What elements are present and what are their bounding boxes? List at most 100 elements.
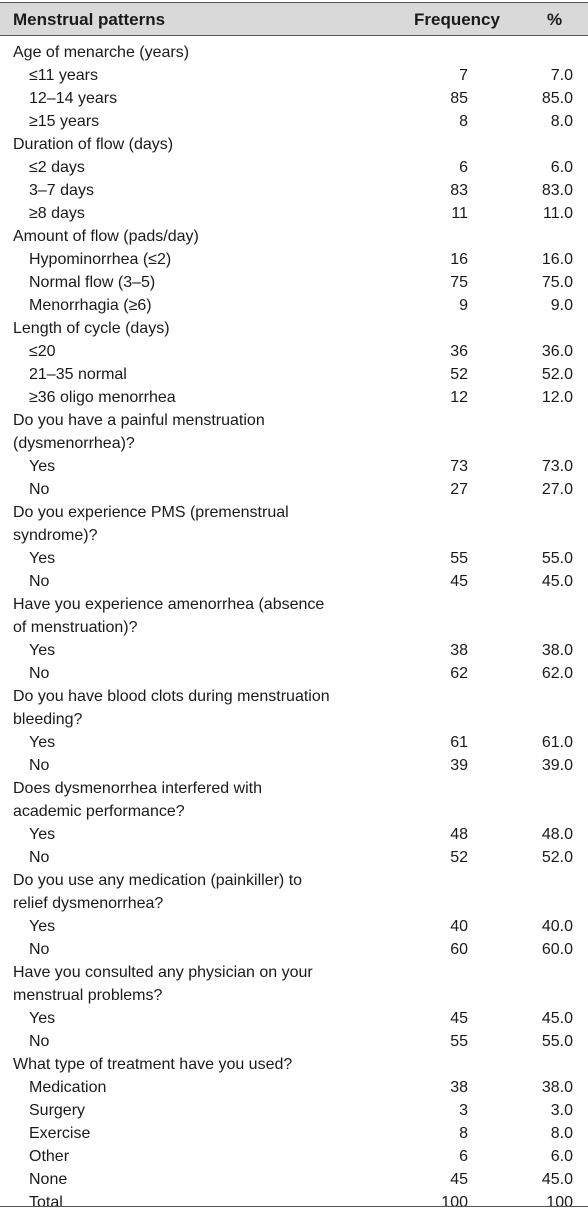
table-row: No 52 52.0 (0, 846, 588, 869)
table-row: Surgery 3 3.0 (0, 1099, 588, 1122)
row-label: Do you experience PMS (premenstrual synd… (13, 504, 289, 544)
row-label: 3–7 days (29, 182, 94, 199)
table-row: ≤2 days 6 6.0 (0, 156, 588, 179)
row-label: ≤20 (29, 343, 56, 360)
row-label: Duration of flow (days) (13, 136, 174, 153)
row-label: Other (29, 1148, 70, 1165)
row-frequency: 52 (450, 366, 468, 383)
table-row: Exercise 8 8.0 (0, 1122, 588, 1145)
row-label: 12–14 years (29, 90, 118, 107)
row-label: Hypominorrhea (≤2) (29, 251, 172, 268)
row-percent: 8.0 (550, 113, 573, 130)
table-row: 21–35 normal 52 52.0 (0, 363, 588, 386)
row-label: No (29, 941, 50, 958)
row-label: Exercise (29, 1125, 91, 1142)
row-percent: 52.0 (541, 366, 573, 383)
row-label: No (29, 573, 50, 590)
row-frequency: 8 (459, 1125, 468, 1142)
row-label: No (29, 665, 50, 682)
row-frequency: 8 (459, 113, 468, 130)
row-percent: 75.0 (541, 274, 573, 291)
category-row: Length of cycle (days) (0, 317, 588, 340)
row-frequency: 11 (451, 205, 468, 222)
row-label: Do you have blood clots during menstruat… (13, 688, 330, 728)
row-frequency: 62 (450, 665, 468, 682)
category-row: Do you have a painful menstruation (dysm… (0, 409, 588, 455)
row-percent: 16.0 (541, 251, 573, 268)
row-label: ≤11 years (29, 67, 98, 84)
category-row: Do you have blood clots during menstruat… (0, 685, 588, 731)
row-percent: 85.0 (541, 90, 573, 107)
row-frequency: 60 (450, 941, 468, 958)
row-percent: 11.0 (543, 205, 573, 222)
category-row: Amount of flow (pads/day) (0, 225, 588, 248)
row-label: Have you consulted any physician on your… (13, 964, 313, 1004)
row-label: Do you use any medication (painkiller) t… (13, 872, 303, 912)
row-frequency: 52 (450, 849, 468, 866)
row-percent: 38.0 (541, 1079, 573, 1096)
row-label: ≥36 oligo menorrhea (29, 389, 176, 406)
row-percent: 6.0 (550, 159, 573, 176)
row-label: Have you experience amenorrhea (absence … (13, 596, 325, 636)
table-row: Yes 55 55.0 (0, 547, 588, 570)
row-frequency: 40 (450, 918, 468, 935)
row-frequency: 73 (450, 458, 468, 475)
table-row: Yes 38 38.0 (0, 639, 588, 662)
header-frequency: Frequency (414, 10, 500, 29)
category-row: Duration of flow (days) (0, 133, 588, 156)
row-frequency: 6 (459, 1148, 468, 1165)
row-frequency: 7 (459, 67, 468, 84)
table-row: No 39 39.0 (0, 754, 588, 777)
table-row: ≥36 oligo menorrhea 12 12.0 (0, 386, 588, 409)
row-label: Yes (29, 734, 56, 751)
category-row: Do you use any medication (painkiller) t… (0, 869, 588, 915)
row-frequency: 45 (450, 1010, 468, 1027)
row-frequency: 3 (459, 1102, 468, 1119)
row-percent: 62.0 (541, 665, 573, 682)
table-row: No 60 60.0 (0, 938, 588, 961)
row-frequency: 45 (450, 1171, 468, 1188)
row-label: Normal flow (3–5) (29, 274, 156, 291)
row-frequency: 48 (450, 826, 468, 843)
row-label: 21–35 normal (29, 366, 127, 383)
row-label: Length of cycle (days) (13, 320, 170, 337)
row-frequency: 85 (450, 90, 468, 107)
row-percent: 55.0 (541, 550, 573, 567)
row-label: What type of treatment have you used? (13, 1056, 293, 1073)
row-percent: 12.0 (541, 389, 573, 406)
row-label: Yes (29, 550, 56, 567)
row-frequency: 61 (450, 734, 468, 751)
table-row: Hypominorrhea (≤2) 16 16.0 (0, 248, 588, 271)
row-label: Do you have a painful menstruation (dysm… (13, 412, 265, 452)
row-percent: 60.0 (541, 941, 573, 958)
category-row: Have you experience amenorrhea (absence … (0, 593, 588, 639)
table-bottom-rule (0, 1206, 588, 1207)
table-row: None 45 45.0 (0, 1168, 588, 1191)
row-label: Age of menarche (years) (13, 44, 190, 61)
row-label: None (29, 1171, 68, 1188)
row-frequency: 83 (450, 182, 468, 199)
table-row: Yes 40 40.0 (0, 915, 588, 938)
row-label: Surgery (29, 1102, 86, 1119)
table-row: Normal flow (3–5) 75 75.0 (0, 271, 588, 294)
row-frequency: 9 (459, 297, 468, 314)
table-header: Menstrual patterns Frequency % (0, 2, 588, 36)
row-label: ≥8 days (29, 205, 85, 222)
category-row: Do you experience PMS (premenstrual synd… (0, 501, 588, 547)
row-percent: 45.0 (541, 1171, 573, 1188)
row-frequency: 39 (450, 757, 468, 774)
row-percent: 73.0 (541, 458, 573, 475)
row-label: Yes (29, 1010, 56, 1027)
row-frequency: 36 (450, 343, 468, 360)
row-label: Amount of flow (pads/day) (13, 228, 199, 245)
row-frequency: 16 (450, 251, 468, 268)
table-row: ≥15 years 8 8.0 (0, 110, 588, 133)
category-row: Have you consulted any physician on your… (0, 961, 588, 1007)
row-frequency: 38 (450, 1079, 468, 1096)
header-percent: % (547, 10, 563, 29)
table-row: No 45 45.0 (0, 570, 588, 593)
row-label: Yes (29, 458, 56, 475)
row-percent: 48.0 (541, 826, 573, 843)
row-frequency: 45 (450, 573, 468, 590)
table-row: No 55 55.0 (0, 1030, 588, 1053)
